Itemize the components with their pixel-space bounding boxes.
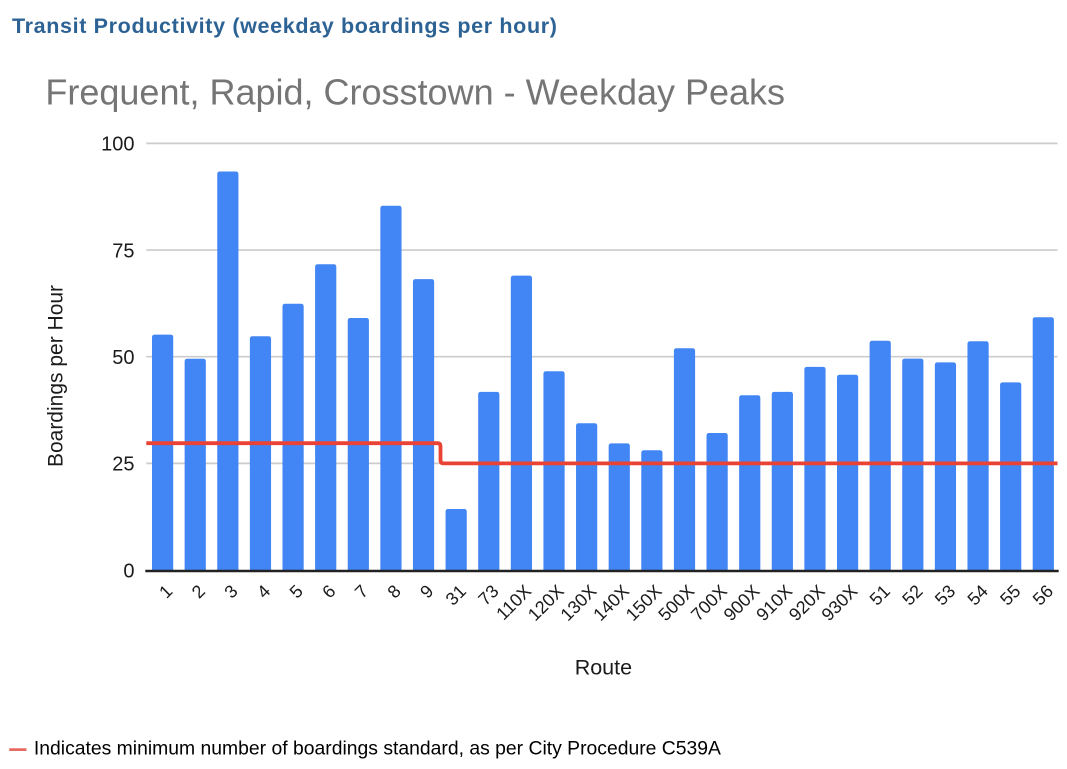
svg-text:130X: 130X	[557, 581, 601, 625]
svg-text:Transit Productivity (weekday: Transit Productivity (weekday boardings …	[12, 14, 558, 38]
svg-text:2: 2	[188, 581, 209, 602]
svg-text:900X: 900X	[720, 581, 764, 625]
svg-text:110X: 110X	[492, 581, 535, 624]
svg-text:700X: 700X	[687, 581, 731, 625]
svg-text:Boardings per Hour: Boardings per Hour	[45, 285, 68, 467]
svg-text:50: 50	[112, 347, 134, 369]
svg-text:Indicates minimum number of bo: Indicates minimum number of boardings st…	[34, 737, 721, 759]
svg-text:100: 100	[101, 134, 134, 156]
svg-text:920X: 920X	[785, 581, 829, 625]
svg-text:53: 53	[931, 581, 959, 609]
svg-text:25: 25	[112, 454, 134, 476]
svg-text:52: 52	[898, 581, 926, 609]
svg-text:51: 51	[866, 581, 894, 609]
svg-text:140X: 140X	[589, 581, 633, 625]
svg-text:910X: 910X	[752, 581, 796, 625]
svg-text:Route: Route	[575, 656, 632, 680]
svg-text:31: 31	[442, 581, 470, 609]
svg-text:75: 75	[112, 240, 134, 262]
svg-text:3: 3	[220, 581, 241, 602]
svg-text:120X: 120X	[524, 581, 568, 625]
svg-text:55: 55	[996, 581, 1024, 609]
svg-text:930X: 930X	[818, 581, 862, 625]
svg-text:0: 0	[123, 560, 134, 582]
svg-text:9: 9	[416, 581, 437, 602]
svg-text:1: 1	[155, 581, 176, 602]
svg-text:54: 54	[964, 581, 992, 609]
svg-text:7: 7	[351, 581, 372, 602]
svg-text:150X: 150X	[622, 581, 666, 625]
svg-text:500X: 500X	[654, 581, 698, 625]
svg-text:6: 6	[318, 581, 339, 602]
svg-text:Frequent, Rapid, Crosstown - W: Frequent, Rapid, Crosstown - Weekday Pea…	[45, 72, 785, 113]
svg-text:4: 4	[253, 581, 274, 602]
svg-text:56: 56	[1029, 581, 1057, 609]
svg-text:5: 5	[286, 581, 307, 602]
svg-text:8: 8	[384, 581, 405, 602]
